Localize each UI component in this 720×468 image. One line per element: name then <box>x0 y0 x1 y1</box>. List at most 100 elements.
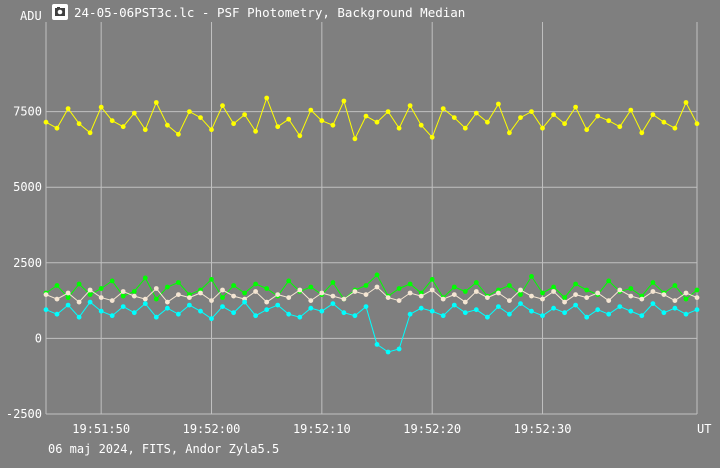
data-point <box>142 296 148 302</box>
data-point <box>374 342 380 347</box>
data-point <box>65 295 71 300</box>
data-point <box>396 298 402 303</box>
data-point <box>286 278 292 284</box>
data-point <box>264 95 270 101</box>
data-point <box>142 275 148 281</box>
data-point <box>54 125 60 131</box>
camera-icon <box>52 4 68 20</box>
data-point <box>231 310 237 316</box>
data-point <box>176 311 181 317</box>
data-point <box>220 103 225 108</box>
data-point <box>573 281 578 287</box>
window-titlebar: 24-05-06PST3c.lc - PSF Photometry, Backg… <box>52 3 465 21</box>
data-point <box>363 283 369 288</box>
data-point <box>606 278 612 284</box>
data-point <box>286 116 292 122</box>
data-point <box>330 122 336 128</box>
data-point <box>153 286 159 291</box>
data-point <box>142 127 148 133</box>
data-point <box>683 311 689 317</box>
data-point <box>165 305 170 311</box>
data-point <box>507 311 512 317</box>
data-point <box>628 308 634 314</box>
data-point <box>573 104 578 110</box>
data-point <box>429 287 435 293</box>
data-point <box>76 299 82 305</box>
data-point <box>407 290 413 296</box>
data-point <box>639 296 645 302</box>
data-point <box>43 292 49 297</box>
data-point <box>529 274 534 279</box>
data-point <box>451 284 457 290</box>
data-point <box>65 106 71 111</box>
data-point <box>496 290 501 296</box>
data-point <box>451 292 457 297</box>
data-point <box>87 299 93 305</box>
data-point <box>187 295 192 300</box>
x-tick-label: 19:52:20 <box>403 422 461 436</box>
data-point <box>242 112 248 117</box>
data-point <box>694 295 700 300</box>
data-point <box>65 302 71 308</box>
data-point <box>496 101 501 107</box>
data-point <box>109 118 115 124</box>
data-point <box>176 280 181 285</box>
data-point <box>573 292 578 297</box>
data-point <box>176 292 181 297</box>
data-point <box>363 304 369 309</box>
y-tick-label: -2500 <box>6 407 42 421</box>
data-point <box>120 124 126 130</box>
data-point <box>661 119 667 125</box>
data-point <box>429 308 435 314</box>
data-point <box>507 283 512 288</box>
data-point <box>43 307 49 313</box>
data-point <box>131 110 137 116</box>
data-point <box>330 293 336 299</box>
data-point <box>518 301 523 306</box>
axis-ticks: 7500 5000 2500 0 -2500 19:51:50 19:52:00 19:52:… <box>6 105 572 436</box>
data-point <box>396 125 402 131</box>
data-point <box>253 289 258 294</box>
data-point <box>231 293 237 299</box>
data-point <box>153 296 159 302</box>
data-point <box>319 118 325 124</box>
data-point <box>165 122 170 128</box>
data-point <box>264 299 270 305</box>
data-point <box>153 100 159 105</box>
data-point <box>231 121 237 127</box>
data-point <box>54 296 60 302</box>
data-point <box>341 310 347 316</box>
data-point <box>374 119 380 125</box>
data-point <box>595 307 601 313</box>
data-point <box>650 280 656 285</box>
data-point <box>76 121 82 127</box>
data-point <box>540 296 545 302</box>
data-point <box>286 311 292 317</box>
data-point <box>595 113 601 119</box>
data-point <box>253 313 258 319</box>
data-point <box>473 307 479 313</box>
data-point <box>374 272 380 278</box>
data-point <box>518 287 523 293</box>
data-point <box>275 292 281 297</box>
data-point <box>308 305 314 311</box>
x-axis-label: UT <box>697 422 711 436</box>
data-point <box>209 277 214 282</box>
data-point <box>617 124 623 130</box>
data-point <box>485 314 490 320</box>
x-tick-label: 19:52:10 <box>293 422 351 436</box>
series-0 <box>43 95 700 142</box>
data-point <box>65 290 71 296</box>
data-point <box>120 289 126 294</box>
data-point <box>165 284 170 290</box>
data-point <box>672 283 678 288</box>
data-point <box>275 302 281 308</box>
data-point <box>109 298 115 303</box>
data-point <box>253 281 258 287</box>
data-point <box>76 314 82 320</box>
data-point <box>628 107 634 113</box>
footer-caption: 06 maj 2024, FITS, Andor Zyla5.5 <box>48 442 280 456</box>
data-point <box>319 290 325 296</box>
data-point <box>109 313 115 319</box>
